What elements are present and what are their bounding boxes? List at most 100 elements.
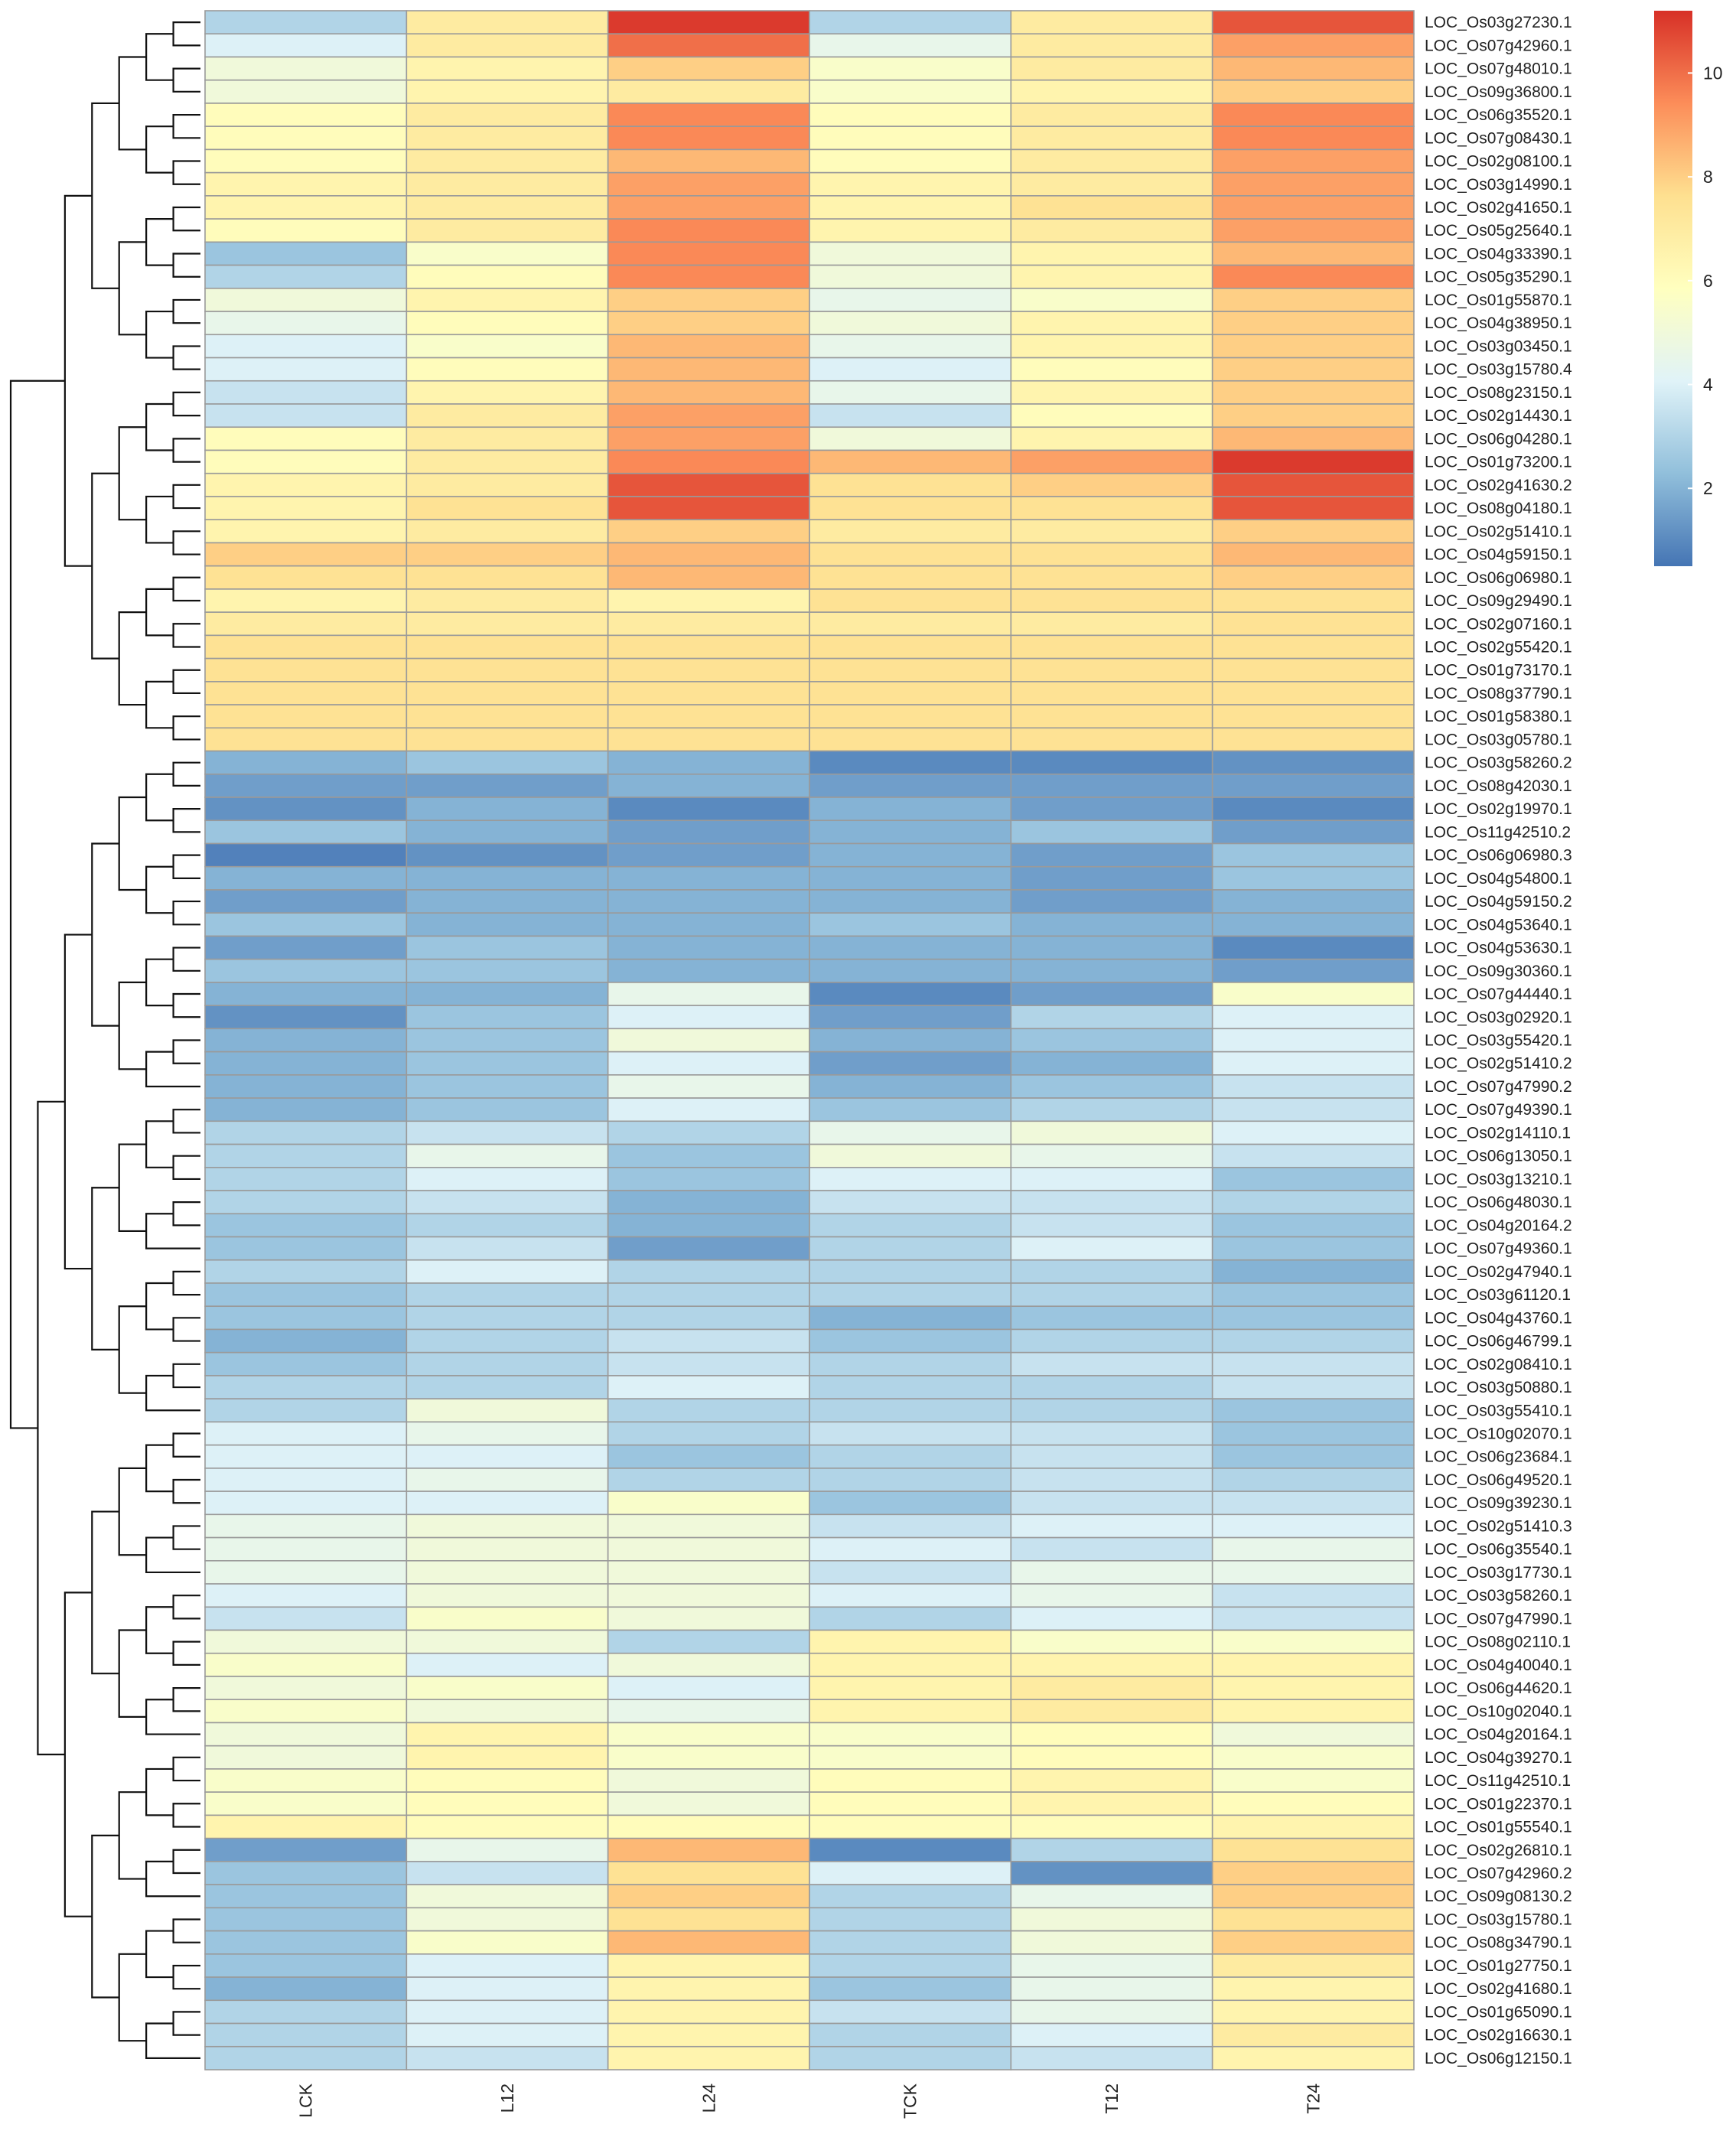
heatmap-cell [1010, 1421, 1213, 1446]
heatmap-cell [1010, 1837, 1213, 1862]
heatmap-cell [809, 1074, 1012, 1099]
heatmap-cell [1010, 1976, 1213, 2002]
row-label: LOC_Os01g58380.1 [1425, 708, 1572, 725]
heatmap-cell [204, 542, 408, 567]
heatmap-cell [607, 519, 810, 544]
heatmap-cell [607, 704, 810, 729]
column-label: L12 [497, 2083, 517, 2113]
heatmap-cell [1211, 958, 1415, 983]
heatmap-cell [204, 449, 408, 474]
dendrogram-branch [91, 472, 119, 660]
heatmap-cell [1010, 449, 1213, 474]
heatmap-cell [809, 681, 1012, 705]
dendrogram-branch [145, 310, 174, 359]
heatmap-cell [607, 1606, 810, 1631]
heatmap-cell [607, 1999, 810, 2025]
heatmap-cell [809, 611, 1012, 637]
heatmap-cell [1010, 588, 1213, 613]
heatmap-cell [1211, 1398, 1415, 1423]
heatmap-cell [809, 1236, 1012, 1261]
heatmap-cell [809, 1143, 1012, 1168]
dendrogram-branch [172, 391, 200, 417]
heatmap-cell [1010, 1351, 1213, 1376]
heatmap-cell [1010, 148, 1213, 174]
heatmap-cell [607, 1560, 810, 1585]
heatmap-cell [204, 727, 408, 752]
dendrogram-branch [145, 125, 174, 174]
heatmap-cell [406, 357, 609, 382]
heatmap-cell [1211, 773, 1415, 798]
row-label: LOC_Os03g50880.1 [1425, 1379, 1572, 1396]
heatmap-cell [809, 865, 1012, 891]
row-label: LOC_Os06g48030.1 [1425, 1194, 1572, 1211]
heatmap-cell [809, 472, 1012, 497]
dendrogram-branch [172, 1432, 200, 1458]
heatmap-cell [1010, 1536, 1213, 1562]
heatmap-cell [809, 2022, 1012, 2048]
row-label: LOC_Os04g33390.1 [1425, 245, 1572, 262]
dendrogram-branch [172, 1478, 200, 1504]
heatmap-cell [406, 241, 609, 266]
heatmap-cell [809, 288, 1012, 312]
dendrogram-branch [172, 715, 200, 741]
row-label: LOC_Os02g51410.2 [1425, 1055, 1572, 1073]
heatmap-cell [607, 982, 810, 1006]
heatmap-cell [809, 1051, 1012, 1076]
colorbar-tick-label: 8 [1703, 167, 1713, 187]
heatmap-cell [204, 588, 408, 613]
dendrogram-branch [118, 241, 147, 336]
heatmap-cell [607, 1259, 810, 1284]
heatmap-cell [406, 1953, 609, 1978]
heatmap-cell [607, 1953, 810, 1978]
heatmap-cell [607, 357, 810, 382]
heatmap-cell [607, 1768, 810, 1793]
dendrogram-branch [172, 1270, 200, 1296]
heatmap-cell [1010, 311, 1213, 336]
heatmap-cell [1211, 1236, 1415, 1261]
heatmap-cell [204, 1837, 408, 1862]
heatmap-cell [406, 1768, 609, 1793]
heatmap-cell [809, 1560, 1012, 1585]
row-label: LOC_Os06g13050.1 [1425, 1148, 1572, 1165]
heatmap-cell [406, 1051, 609, 1076]
heatmap-cell [1010, 195, 1213, 220]
dendrogram-branch [145, 1606, 174, 1654]
row-label: LOC_Os06g46799.1 [1425, 1333, 1572, 1350]
row-label: LOC_Os02g41630.2 [1425, 477, 1572, 494]
heatmap-cell [809, 311, 1012, 336]
heatmap-cell [1211, 1861, 1415, 1885]
heatmap-cell [406, 681, 609, 705]
dendrogram-branch [145, 495, 174, 544]
dendrogram-branch [145, 1213, 200, 1249]
heatmap-cell [607, 380, 810, 405]
heatmap-cell [204, 819, 408, 845]
heatmap-cell [1010, 496, 1213, 520]
heatmap-cell [204, 10, 408, 35]
heatmap-cell [204, 125, 408, 151]
heatmap-cell [204, 797, 408, 822]
row-label: LOC_Os02g55420.1 [1425, 638, 1572, 656]
dendrogram-branch [145, 1860, 200, 1898]
heatmap-cell [204, 218, 408, 243]
heatmap-cell [204, 519, 408, 544]
heatmap-cell [204, 1884, 408, 1909]
heatmap-cell [406, 912, 609, 937]
heatmap-cell [1211, 288, 1415, 312]
heatmap-cell [809, 1953, 1012, 1978]
heatmap-cell [809, 1398, 1012, 1423]
heatmap-cell [406, 1120, 609, 1145]
dendrogram-branch [64, 1592, 93, 1917]
heatmap-cell [1211, 1560, 1415, 1585]
dendrogram-branch [118, 426, 147, 521]
heatmap-cell [204, 1328, 408, 1354]
row-label: LOC_Os02g19970.1 [1425, 800, 1572, 818]
row-label: LOC_Os04g20164.1 [1425, 1726, 1572, 1744]
heatmap-cell [1211, 357, 1415, 382]
heatmap-cell [607, 773, 810, 798]
heatmap-cell [607, 1051, 810, 1076]
heatmap-cell [204, 1629, 408, 1654]
row-label: LOC_Os03g02920.1 [1425, 1008, 1572, 1026]
heatmap-cell [204, 1421, 408, 1446]
heatmap-cell [406, 1861, 609, 1885]
heatmap-cell [406, 842, 609, 868]
